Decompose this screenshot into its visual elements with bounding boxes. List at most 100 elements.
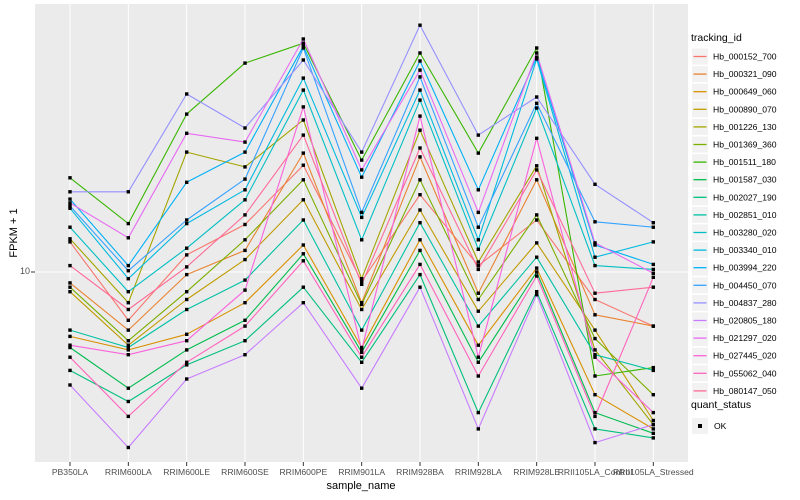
x-tick-label: RRIM928LE [513,467,560,477]
data-point [476,188,480,192]
legend-item-Hb_000649_060: Hb_000649_060 [692,83,777,100]
data-point [126,445,130,450]
data-point [593,328,597,332]
data-point [418,285,422,289]
data-point [243,318,247,322]
data-point [243,257,247,262]
legend-item-label: Hb_002027_190 [713,192,777,202]
data-point [535,290,539,294]
data-point [185,92,189,96]
data-point [360,302,364,307]
data-point [126,339,130,343]
legend-item-Hb_003994_220: Hb_003994_220 [692,259,777,276]
data-point [360,238,364,242]
legend-title-tracking-id: tracking_id [691,32,742,44]
data-point [360,350,364,354]
data-point [126,345,130,350]
data-point [418,221,422,225]
data-point [593,355,597,359]
data-point [68,225,72,229]
data-point [301,198,305,202]
data-point [301,88,305,92]
data-point [301,58,305,62]
data-point [185,131,189,135]
data-point [243,278,247,282]
data-point [535,106,539,110]
data-point [185,348,189,352]
data-point [476,427,480,431]
data-point [185,246,189,250]
data-point [68,355,72,359]
data-point [651,275,655,279]
data-point [185,307,189,312]
x-tick-label: RRIM928BA [396,467,444,477]
data-point [535,136,539,140]
data-point [535,266,539,270]
data-point [360,360,364,364]
data-point [418,23,422,27]
data-point [418,155,422,159]
data-point [360,210,364,215]
data-point [243,222,247,227]
data-point [476,151,480,155]
legend-item-Hb_001587_030: Hb_001587_030 [692,171,777,188]
legend-item-label: Hb_001511_180 [713,157,776,167]
data-point [476,324,480,328]
data-point [360,277,364,281]
data-point [68,263,72,268]
data-point [126,328,130,332]
data-point [535,51,539,55]
data-point [593,291,597,295]
data-point [476,355,480,359]
data-point [360,282,364,286]
data-point [68,285,72,289]
data-point [243,288,247,292]
data-point [418,238,422,242]
axis-ticks [31,271,654,466]
data-point [126,190,130,194]
data-point [68,328,72,332]
data-point [301,285,305,289]
legend-item-label: OK [714,421,727,431]
data-point [243,213,247,217]
data-point [185,339,189,343]
data-point [535,95,539,99]
data-point [360,328,364,332]
data-point [68,343,72,347]
legend-item-Hb_021297_020: Hb_021297_020 [692,330,777,347]
x-axis-title: sample_name [326,480,396,492]
legend-item-Hb_001511_180: Hb_001511_180 [692,154,776,171]
data-point [651,365,655,370]
data-point [185,265,189,269]
data-point [126,386,130,390]
data-point [651,431,655,435]
data-point [243,165,247,169]
data-point [301,218,305,222]
data-point [126,348,130,352]
data-point [301,163,305,167]
legend-item-Hb_000321_090: Hb_000321_090 [692,66,777,83]
data-point [593,220,597,224]
data-point [418,59,422,63]
data-point [185,297,189,302]
x-tick-label: RRIM901LA [338,467,385,477]
data-point [126,277,130,281]
legend-item-Hb_080147_050: Hb_080147_050 [692,382,777,399]
data-point [360,215,364,220]
data-point [185,150,189,154]
data-point [126,399,130,404]
data-point [243,150,247,154]
data-point [476,410,480,415]
x-tick-label: RRIM600SE [221,467,269,477]
legend-tracking-id: Hb_000152_700 Hb_000321_090 Hb_000649_060 H… [692,48,777,399]
data-point [243,353,247,357]
data-point [651,225,655,229]
data-point [593,241,597,245]
data-point [651,267,655,272]
data-point [360,355,364,359]
data-point [651,422,655,427]
data-point [476,260,480,264]
data-point [476,133,480,137]
data-point [126,236,130,240]
data-point [535,55,539,59]
